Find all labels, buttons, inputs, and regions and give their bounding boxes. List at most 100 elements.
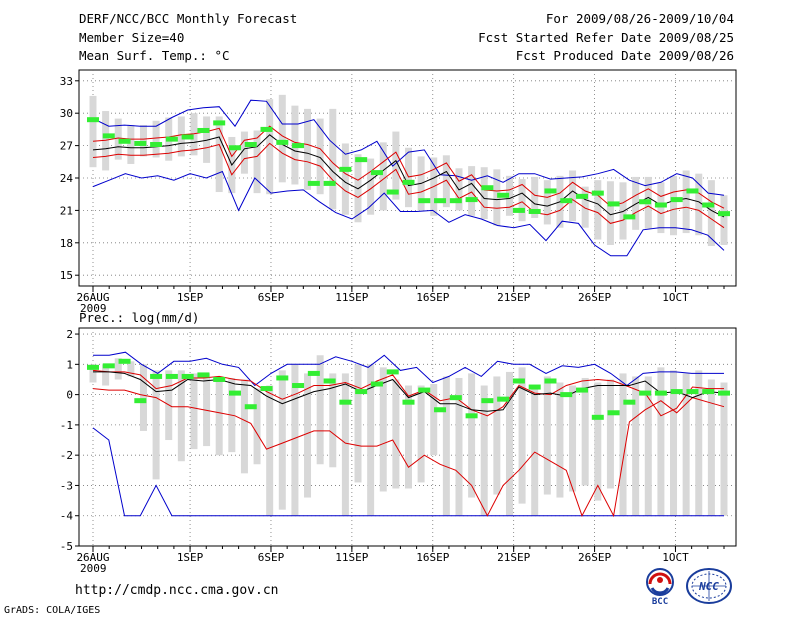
bcc-logo-text: BCC: [652, 597, 668, 606]
box-bar: [341, 373, 349, 516]
box-bar: [316, 355, 324, 465]
ensemble-marker: [118, 138, 131, 144]
ensemble-marker: [670, 197, 683, 203]
box-bar: [480, 385, 488, 516]
box-bar: [518, 179, 526, 222]
y-tick-label: -5: [60, 540, 73, 553]
y-tick-label: 0: [66, 389, 73, 402]
ensemble-marker: [639, 390, 652, 396]
ensemble-marker: [654, 202, 667, 208]
ensemble-marker: [607, 410, 620, 416]
ensemble-mean-line: [93, 371, 725, 412]
box-bar: [468, 373, 476, 498]
x-tick-label: 1SEP: [177, 291, 204, 304]
ensemble-marker: [87, 117, 99, 123]
source-url[interactable]: http://cmdp.ncc.cma.gov.cn: [75, 583, 279, 598]
max-line: [92, 99, 725, 196]
ensemble-marker: [402, 399, 415, 405]
ensemble-marker: [323, 378, 336, 384]
ensemble-marker: [307, 180, 320, 186]
ensemble-marker: [339, 166, 352, 172]
ensemble-marker: [197, 372, 210, 378]
box-bar: [670, 370, 678, 516]
y-tick-label: 24: [60, 172, 74, 185]
box-bar: [215, 116, 223, 193]
box-bar: [278, 94, 286, 183]
ensemble-marker: [434, 198, 447, 204]
box-bar: [505, 175, 513, 216]
x-tick-label: 1OCT: [662, 551, 689, 564]
box-bar: [139, 364, 147, 431]
ensemble-marker: [323, 180, 336, 186]
box-bar: [606, 379, 614, 489]
box-bar: [304, 373, 312, 498]
box-bar: [152, 370, 160, 480]
ensemble-marker: [118, 358, 131, 364]
box-bar: [682, 170, 690, 234]
bcc-logo: BCC: [646, 568, 674, 606]
ensemble-marker: [434, 407, 447, 413]
y-tick-label: 27: [60, 140, 73, 153]
y-tick-label: 21: [60, 204, 73, 217]
box-bar: [657, 182, 665, 234]
ensemble-marker: [150, 373, 163, 379]
ensemble-mean-line: [92, 134, 725, 218]
ensemble-marker: [386, 369, 399, 375]
box-bar: [291, 364, 299, 516]
ensemble-marker: [150, 142, 163, 148]
box-bar: [644, 376, 652, 516]
box-bar: [556, 382, 564, 498]
box-bar: [89, 364, 97, 383]
ensemble-marker: [512, 378, 525, 384]
ensemble-marker: [497, 396, 510, 402]
box-bar: [177, 370, 185, 462]
box-bar: [569, 170, 577, 222]
min-line: [92, 427, 724, 517]
ensemble-marker: [260, 386, 273, 392]
ensemble-marker: [512, 207, 525, 213]
ensemble-marker: [370, 381, 383, 387]
ensemble-marker: [307, 370, 320, 376]
ensemble-marker: [497, 192, 510, 198]
y-tick-label: 1: [66, 358, 73, 371]
x-tick-label: 16SEP: [416, 551, 449, 564]
box-bar: [102, 111, 110, 171]
variable-label: Mean Surf. Temp.: °C: [79, 48, 230, 63]
ensemble-marker: [702, 389, 715, 395]
box-bar: [190, 113, 198, 156]
precip-panel-title: Prec.: log(mm/d): [79, 310, 200, 325]
x-year-label: 2009: [80, 562, 107, 575]
box-bar: [430, 384, 438, 456]
ensemble-marker: [670, 389, 683, 395]
ensemble-marker: [560, 198, 573, 204]
ensemble-marker: [718, 211, 730, 217]
box-bar: [203, 116, 211, 163]
ensemble-marker: [623, 214, 636, 220]
box-bar: [89, 95, 97, 168]
x-tick-label: 1OCT: [662, 291, 689, 304]
ensemble-marker: [276, 139, 289, 145]
box-bar: [114, 118, 122, 160]
x-tick-label: 16SEP: [416, 291, 449, 304]
ensemble-marker: [197, 127, 210, 133]
temperature-panel: 15 18 21 24 27 30 33 26AUG 1SEP 6SEP 11SEP 16SEP 21S…: [60, 69, 737, 315]
lower-spread-line: [92, 388, 725, 518]
ensemble-marker: [576, 193, 589, 199]
box-bar: [594, 180, 602, 240]
ensemble-marker: [576, 387, 589, 393]
box-bar: [581, 186, 589, 228]
ensemble-marker: [181, 373, 194, 379]
ensemble-marker: [544, 188, 557, 194]
box-bar: [606, 181, 614, 245]
box-bar: [278, 370, 286, 510]
ensemble-marker: [386, 189, 399, 195]
box-bar: [266, 385, 274, 516]
ensemble-marker: [165, 373, 178, 379]
grads-credit: GrADS: COLA/IGES: [4, 605, 101, 616]
ensemble-marker: [449, 198, 462, 204]
ensemble-marker: [560, 392, 573, 398]
box-bar: [531, 385, 539, 516]
y-tick-label: 15: [60, 269, 73, 282]
box-bar: [392, 131, 400, 200]
